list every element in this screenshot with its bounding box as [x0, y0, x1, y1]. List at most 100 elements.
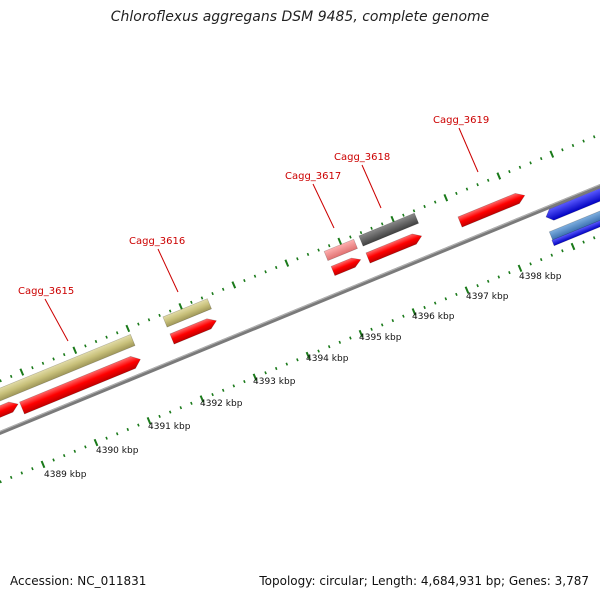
major-tick	[443, 194, 449, 202]
major-tick	[125, 324, 131, 333]
kbp-label: 4397 kbp	[466, 292, 509, 302]
minor-tick	[253, 274, 257, 278]
minor-tick	[137, 423, 140, 427]
locus-label: Cagg_3615	[18, 286, 74, 297]
minor-tick	[115, 331, 119, 335]
minor-tick	[52, 357, 55, 361]
minor-tick	[476, 284, 479, 288]
minor-tick	[62, 454, 66, 458]
gene-bar	[162, 298, 212, 328]
minor-tick	[84, 445, 87, 449]
minor-tick	[423, 305, 426, 310]
locus-leader-line	[361, 164, 382, 209]
minor-tick	[550, 253, 554, 257]
minor-tick	[221, 388, 225, 392]
minor-tick	[380, 323, 384, 327]
cds-arrow-shape	[330, 257, 362, 277]
locus-leader-line	[458, 127, 479, 173]
accession-label: Accession: NC_011831	[10, 574, 147, 588]
locus-leader-line	[312, 183, 335, 229]
minor-tick	[455, 292, 458, 296]
minor-tick	[31, 366, 34, 370]
minor-tick	[158, 414, 161, 418]
minor-tick	[433, 301, 437, 305]
kbp-label: 4389 kbp	[44, 470, 87, 480]
cds-arrow-shape	[0, 401, 19, 420]
minor-tick	[561, 249, 564, 253]
locus-label: Cagg_3618	[334, 152, 390, 163]
major-tick	[549, 150, 555, 158]
minor-tick	[317, 349, 320, 353]
minor-tick	[221, 287, 225, 291]
major-tick	[517, 264, 523, 272]
gene-bar	[0, 334, 136, 403]
minor-tick	[168, 309, 172, 313]
minor-tick	[52, 458, 55, 462]
minor-tick	[9, 374, 13, 378]
minor-tick	[465, 187, 469, 191]
cds-arrow-shape	[365, 233, 423, 264]
minor-tick	[158, 313, 161, 317]
backbone-line	[0, 183, 600, 436]
minor-tick	[391, 319, 395, 323]
minor-tick	[412, 209, 416, 213]
kbp-labels: 4389 kbp 4390 kbp 4391 kbp 4392 kbp 4393 kbp…	[44, 272, 562, 480]
minor-tick	[508, 271, 511, 275]
gene-bar	[551, 216, 600, 247]
gene-bar-shape	[0, 334, 136, 403]
gene-bar	[323, 238, 358, 262]
locus-label: Cagg_3616	[129, 236, 185, 247]
major-tick	[93, 438, 99, 447]
cds-arrow-shape	[19, 356, 141, 415]
cds-arrow	[457, 193, 526, 228]
minor-tick	[497, 275, 501, 279]
minor-tick	[126, 427, 130, 432]
major-tick	[72, 346, 78, 354]
minor-tick	[327, 345, 331, 349]
minor-tick	[327, 244, 331, 248]
locus-label: Cagg_3617	[285, 171, 341, 182]
minor-tick	[285, 362, 289, 366]
gene-bar-shape	[548, 207, 600, 241]
gene-bar-shape	[545, 184, 600, 221]
minor-tick	[137, 322, 140, 326]
minor-tick	[179, 406, 183, 410]
kbp-label: 4398 kbp	[519, 272, 562, 282]
minor-tick	[115, 432, 119, 436]
minor-tick	[455, 191, 458, 195]
minor-tick	[147, 318, 151, 322]
minor-tick	[508, 170, 511, 174]
minor-tick	[20, 471, 24, 475]
minor-tick	[592, 236, 596, 240]
minor-tick	[571, 143, 575, 148]
minor-tick	[529, 161, 532, 165]
gene-features	[0, 184, 600, 420]
minor-tick	[200, 296, 204, 300]
major-tick	[231, 281, 237, 289]
minor-tick	[423, 204, 426, 209]
minor-tick	[380, 222, 384, 226]
minor-tick	[73, 449, 77, 453]
locus-label: Cagg_3619	[433, 115, 489, 126]
minor-tick	[486, 279, 490, 283]
minor-tick	[264, 270, 267, 274]
major-tick	[570, 242, 576, 251]
minor-tick	[476, 183, 479, 187]
minor-tick	[105, 335, 108, 339]
minor-tick	[486, 178, 490, 182]
minor-tick	[62, 353, 66, 357]
minor-tick	[9, 475, 13, 479]
locus-leader-line	[157, 248, 179, 293]
minor-tick	[359, 231, 363, 235]
major-tick	[496, 172, 502, 180]
minor-tick	[190, 300, 193, 304]
locus-labels: Cagg_3615 Cagg_3616 Cagg_3617 Cagg_3618 Cagg…	[18, 115, 489, 342]
major-tick	[40, 460, 46, 469]
major-tick	[464, 286, 470, 294]
genome-stats-label: Topology: circular; Length: 4,684,931 bp…	[259, 574, 589, 588]
major-tick	[252, 373, 258, 381]
genome-title: Chloroflexus aggregans DSM 9485, complet…	[110, 9, 490, 25]
kbp-label: 4395 kbp	[359, 333, 402, 343]
minor-tick	[31, 467, 34, 471]
